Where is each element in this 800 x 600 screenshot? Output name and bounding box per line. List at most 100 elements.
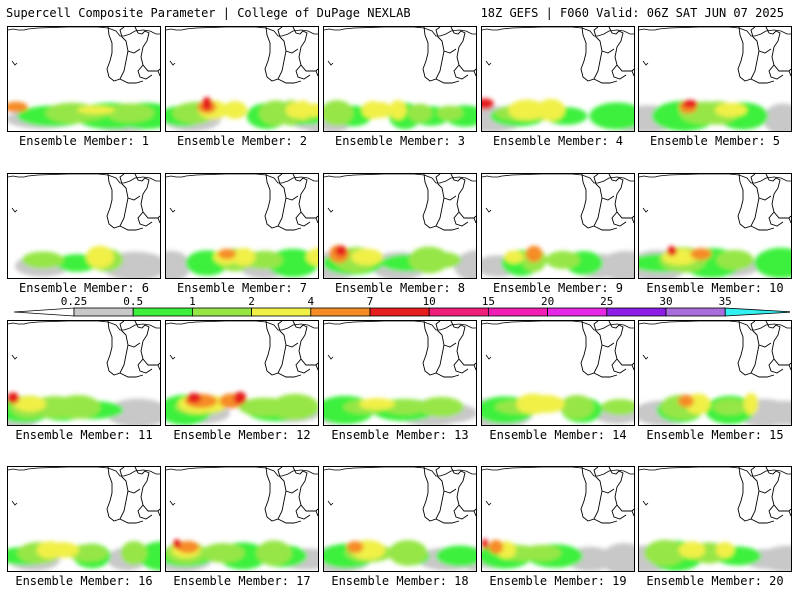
lake-feature-outline	[642, 354, 649, 360]
ensemble-member-map	[166, 174, 318, 278]
ensemble-member-label: Ensemble Member: 18	[331, 574, 469, 588]
great-lakes-outline	[737, 27, 791, 84]
legend-color-swatch	[547, 307, 608, 317]
great-lakes-outline	[580, 321, 634, 378]
scp-contour-blob	[222, 101, 248, 119]
border-outline	[639, 321, 791, 331]
border-outline	[482, 174, 634, 184]
color-legend: 0.25 0.5 1 2 4 7 10 15 20 25 30 35	[13, 296, 790, 317]
legend-level-label: 15	[482, 296, 495, 308]
scp-contour-blob	[678, 541, 706, 559]
scp-contour-blob	[612, 256, 634, 276]
scp-contour-blob	[545, 250, 581, 270]
scp-contour-blob	[503, 250, 525, 264]
great-lakes-outline	[422, 27, 476, 84]
legend-level-label: 35	[719, 296, 732, 308]
scp-contour-blob	[8, 392, 20, 404]
lake-feature-outline	[11, 354, 18, 360]
ensemble-member-panel	[165, 466, 319, 572]
ensemble-member-map	[324, 467, 476, 571]
scp-contour-blob	[407, 103, 433, 123]
ensemble-member-panel	[7, 26, 161, 132]
ensemble-member-map	[8, 27, 160, 131]
scp-contour-blob	[55, 394, 101, 420]
scp-contour-blob	[8, 101, 28, 113]
scp-contour-blob	[256, 540, 292, 566]
ensemble-member-label: Ensemble Member: 10	[646, 281, 784, 295]
ensemble-member-map	[482, 321, 634, 425]
ensemble-member-panel	[323, 173, 477, 279]
border-outline	[166, 27, 318, 37]
scp-contour-blob	[166, 250, 191, 278]
scp-contour-blob	[172, 539, 182, 549]
scp-contour-blob	[690, 248, 712, 260]
ensemble-member-label: Ensemble Member: 19	[489, 574, 627, 588]
legend-color-swatch	[487, 307, 548, 317]
border-outline	[166, 321, 318, 331]
scp-contour-blob	[760, 545, 791, 571]
scp-contour-field	[639, 245, 791, 278]
great-lakes-outline	[737, 174, 791, 231]
border-outline	[166, 174, 318, 184]
ensemble-member-label: Ensemble Member: 16	[15, 574, 153, 588]
lake-feature-outline	[11, 500, 18, 506]
ensemble-member-label: Ensemble Member: 6	[18, 281, 150, 295]
scp-contour-blob	[346, 541, 364, 553]
ensemble-member-label: Ensemble Member: 17	[173, 574, 311, 588]
ensemble-member-map	[639, 467, 791, 571]
border-outline	[324, 321, 476, 331]
scp-contour-blob	[77, 105, 115, 115]
ensemble-member-panel	[481, 26, 635, 132]
border-outline	[639, 174, 791, 184]
ensemble-member-label: Ensemble Member: 12	[173, 428, 311, 442]
scp-contour-blob	[120, 540, 148, 566]
scp-contour-blob	[754, 247, 791, 278]
lake-feature-outline	[169, 500, 176, 506]
border-outline	[8, 467, 160, 477]
legend-level-label: 4	[307, 296, 314, 308]
ensemble-member-map	[482, 467, 634, 571]
lake-feature-outline	[169, 60, 176, 66]
scp-contour-blob	[371, 102, 393, 118]
scp-contour-blob	[536, 98, 566, 122]
legend-level-label: 2	[248, 296, 255, 308]
lake-feature-outline	[327, 60, 334, 66]
scp-contour-blob	[335, 245, 347, 257]
scp-contour-blob	[270, 393, 318, 421]
border-outline	[324, 467, 476, 477]
scp-contour-field	[324, 540, 476, 571]
scp-contour-blob	[522, 544, 562, 562]
legend-level-label: 30	[659, 296, 672, 308]
scp-contour-field	[166, 96, 318, 131]
ensemble-member-label: Ensemble Member: 14	[489, 428, 627, 442]
legend-level-label: 25	[600, 296, 613, 308]
scp-contour-blob	[743, 392, 759, 416]
scp-contour-field	[8, 101, 160, 131]
scp-contour-field	[482, 538, 634, 571]
great-lakes-outline	[264, 321, 318, 378]
ensemble-member-label: Ensemble Member: 20	[646, 574, 784, 588]
scp-contour-blob	[527, 395, 565, 413]
ensemble-member-label: Ensemble Member: 7	[176, 281, 308, 295]
ensemble-member-map	[482, 174, 634, 278]
ensemble-member-panel	[638, 26, 792, 132]
scp-contour-blob	[218, 248, 236, 260]
ensemble-member-label: Ensemble Member: 8	[334, 281, 466, 295]
great-lakes-outline	[106, 467, 160, 524]
ensemble-member-panel	[323, 26, 477, 132]
border-outline	[8, 174, 160, 184]
scp-contour-blob	[426, 252, 462, 268]
scp-contour-field	[482, 98, 634, 131]
scp-contour-blob	[13, 396, 47, 412]
lake-feature-outline	[327, 500, 334, 506]
ensemble-member-label: Ensemble Member: 3	[334, 134, 466, 148]
scp-contour-blob	[305, 247, 318, 267]
scp-contour-blob	[714, 102, 748, 118]
legend-level-label: 10	[423, 296, 436, 308]
ensemble-member-map	[639, 321, 791, 425]
ensemble-member-panel	[165, 26, 319, 132]
ensemble-member-panel	[7, 320, 161, 426]
legend-level-label: 7	[367, 296, 374, 308]
scp-contour-field	[482, 393, 634, 425]
scp-contour-blob	[418, 396, 464, 418]
